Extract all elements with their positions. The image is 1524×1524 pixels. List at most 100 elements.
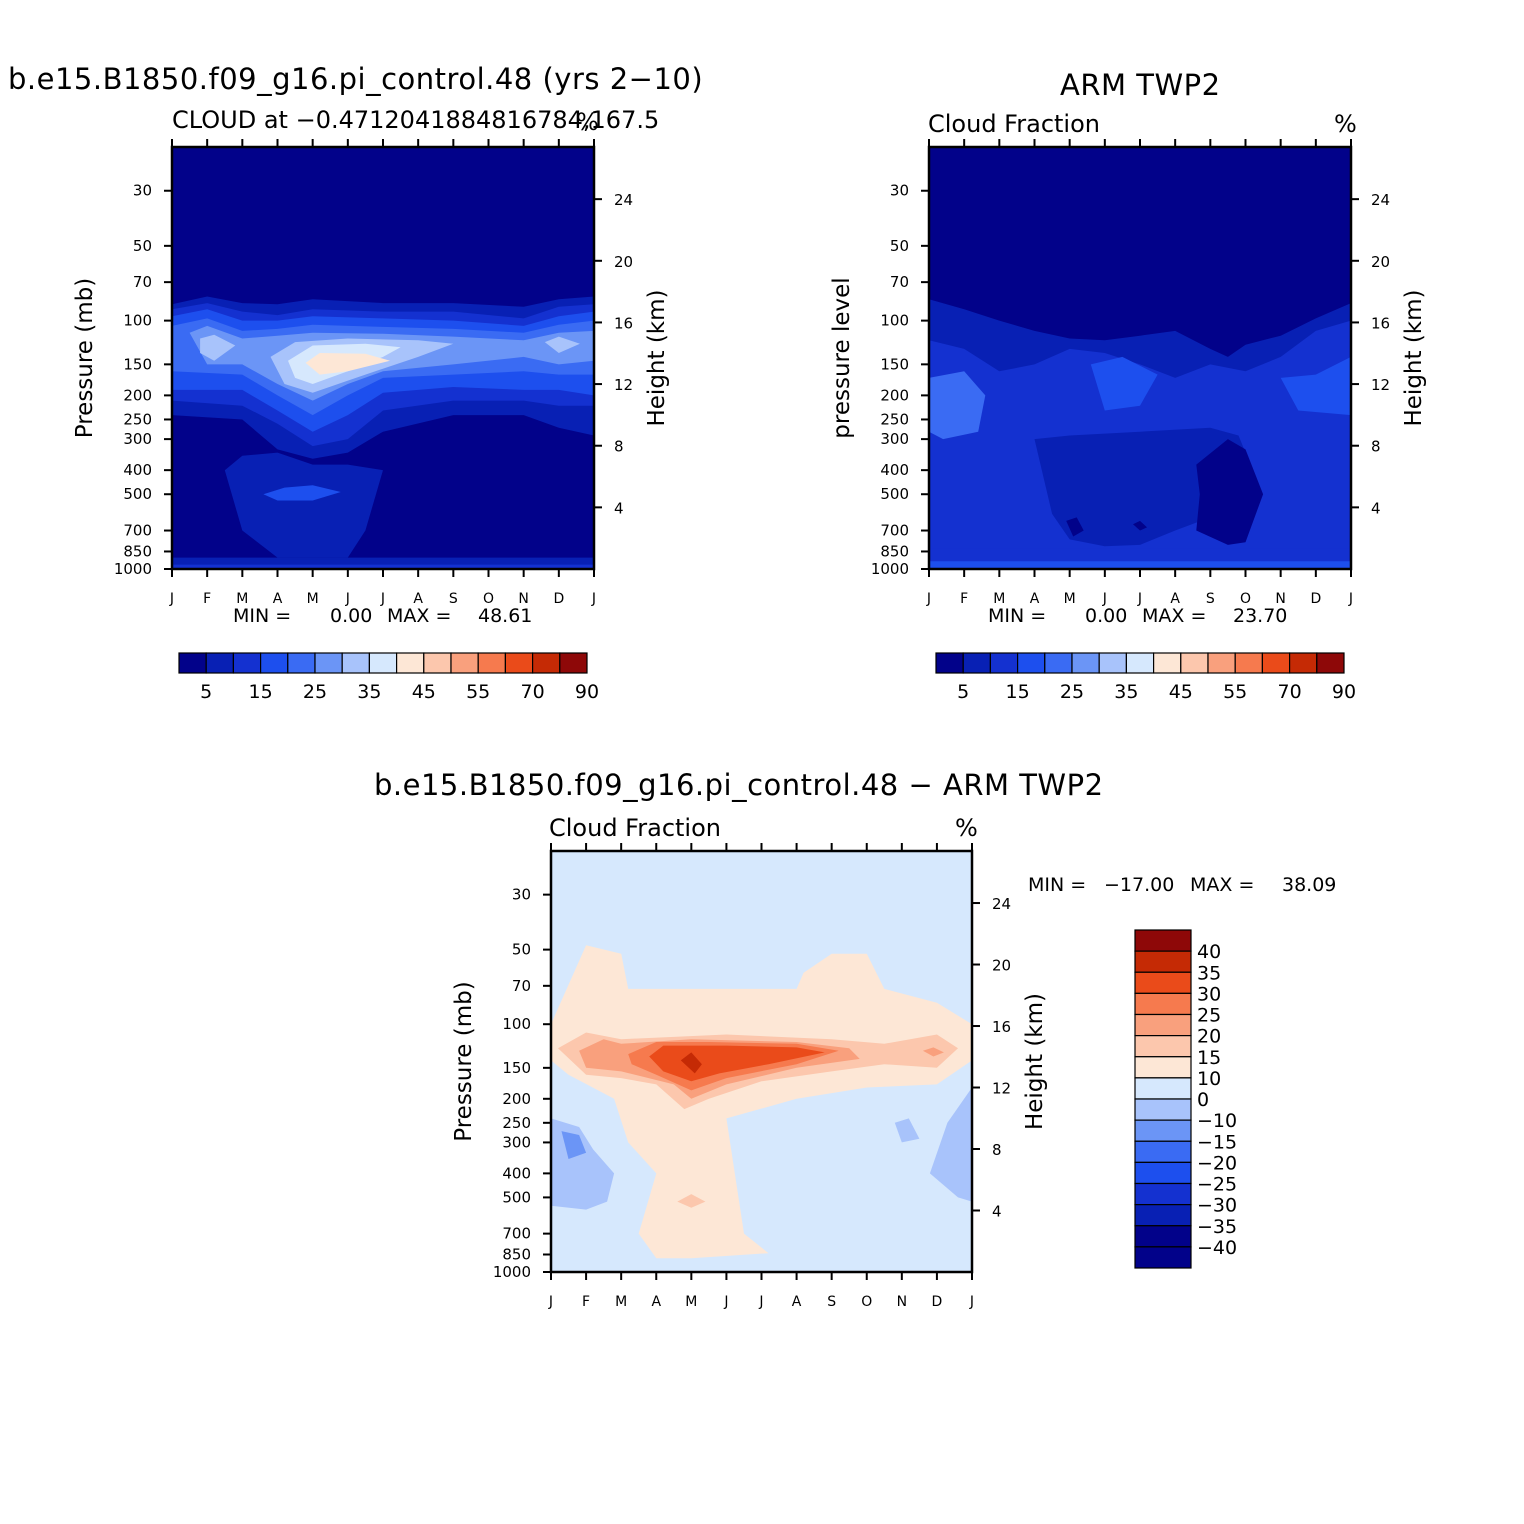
- panel3-y2tick-label: 4: [992, 1203, 1002, 1221]
- panel3-y2tick-label: 24: [992, 895, 1011, 913]
- panel3-colorbar-box: [1134, 1204, 1192, 1227]
- panel1-max-value: 48.61: [478, 605, 533, 627]
- panel1-colorbar-box: [396, 652, 425, 674]
- panel1-units: %: [576, 108, 599, 136]
- panel3-y2label: Height (km): [1022, 993, 1048, 1130]
- panel3-colorbar-box: [1134, 1225, 1192, 1248]
- panel1-colorbar-label: 15: [249, 681, 273, 703]
- panel3-units: %: [955, 814, 978, 842]
- panel2-contour-l4: [1090, 356, 1158, 411]
- panel3-colorbar-label: 40: [1197, 941, 1221, 963]
- panel3-colorbar-label: 15: [1197, 1047, 1221, 1069]
- panel1-colorbar-box: [260, 652, 289, 674]
- panel1-colorbar-box: [477, 652, 507, 674]
- panel2-xtick-label: S: [1206, 591, 1215, 607]
- panel2-xtick-label: A: [1030, 591, 1040, 607]
- panel2-xtick-label: J: [1348, 591, 1353, 607]
- panel1-ytick-label: 100: [123, 312, 152, 330]
- panel2-ytick-label: 150: [880, 355, 909, 373]
- panel3-colorbar-box: [1134, 992, 1192, 1016]
- panel2-ytick-label: 300: [880, 430, 909, 448]
- panel3-max-value: 38.09: [1282, 874, 1337, 896]
- panel3-xtick-label: O: [861, 1294, 872, 1310]
- panel1-y2tick-label: 4: [614, 499, 624, 517]
- panel3-xtick-label: J: [548, 1294, 553, 1310]
- panel1-y2tick-label: 16: [614, 314, 633, 332]
- panel1-contour-d: [544, 336, 580, 353]
- panel2-y2tick-label: 24: [1371, 191, 1390, 209]
- panel1-ytick-label: 300: [123, 430, 152, 448]
- panel3-colorbar-label: −10: [1197, 1110, 1237, 1132]
- panel2-xtick-label: M: [1064, 591, 1076, 607]
- panel3-variable-label: Cloud Fraction: [549, 814, 721, 842]
- panel2-ytick-label: 100: [880, 312, 909, 330]
- panel3-colorbar-label: −30: [1197, 1195, 1237, 1217]
- panel2-units: %: [1334, 110, 1357, 138]
- panel1-colorbar-box: [423, 652, 452, 674]
- panel1-ytick-label: 1000: [114, 560, 152, 578]
- panel2-colorbar-label: 45: [1169, 681, 1193, 703]
- panel1-ytick-label: 400: [123, 461, 152, 479]
- panel3-contours: [551, 851, 972, 1272]
- panel1-colorbar-label: 55: [466, 681, 490, 703]
- panel2-ytick-label: 700: [880, 522, 909, 540]
- panel1-colorbar-label: 35: [357, 681, 381, 703]
- panel1-xtick-label: J: [345, 591, 350, 607]
- panel1-colorbar-box: [450, 652, 479, 674]
- panel2-min-label: MIN =: [988, 605, 1047, 627]
- panel1-ytick-label: 500: [123, 485, 152, 503]
- panel2-xtick-label: J: [1102, 591, 1107, 607]
- panel2-colorbar-box: [1180, 652, 1209, 674]
- panel3-colorbar-label: −35: [1197, 1216, 1237, 1238]
- panel1-contour-l8: [305, 353, 390, 375]
- panel1-colorbar-box: [504, 652, 534, 674]
- panel1-ylabel: Pressure (mb): [72, 278, 98, 438]
- panel2-colorbar-box: [1207, 652, 1236, 674]
- panel3-colorbar-label: 25: [1197, 1005, 1221, 1027]
- panel2-title: ARM TWP2: [1060, 68, 1221, 102]
- panel1-colorbar-box: [368, 652, 398, 674]
- panel3-ytick-label: 500: [502, 1188, 531, 1206]
- panel3-ytick-label: 70: [512, 977, 531, 995]
- panel2-colorbar-box: [1316, 652, 1345, 674]
- panel2-ytick-label: 1000: [871, 560, 909, 578]
- panel1-xtick-label: A: [413, 591, 423, 607]
- panel3-colorbar-box: [1134, 950, 1192, 973]
- panel2-contour-l3: [929, 371, 986, 440]
- panel3-ytick-label: 700: [502, 1225, 531, 1243]
- panel3-colorbar-box: [1134, 1098, 1192, 1121]
- panel1-min-value: 0.00: [330, 605, 373, 627]
- panel1-min-label: MIN =: [233, 605, 292, 627]
- panel3-min-label: MIN =: [1028, 874, 1087, 896]
- panel2-colorbar-box: [1016, 652, 1046, 674]
- panel2-contour-l6: [1034, 427, 1246, 547]
- panel3-colorbar-box: [1134, 929, 1192, 952]
- panel2-colorbar-label: 90: [1332, 681, 1356, 703]
- panel3-contour-n3: [929, 1087, 972, 1202]
- panel2-ytick-label: 70: [890, 273, 909, 291]
- panel3-colorbar-box: [1134, 1056, 1192, 1079]
- panel1-y2label: Height (km): [644, 289, 670, 426]
- panel3-colorbar-box: [1134, 1182, 1192, 1206]
- panel2-max-value: 23.70: [1233, 605, 1288, 627]
- panel1-y2tick-label: 12: [614, 376, 633, 394]
- panel1-colorbar-box: [178, 652, 207, 674]
- panel1-colorbar-box: [559, 652, 588, 674]
- panel3-xtick-label: D: [932, 1294, 943, 1310]
- panel2-xtick-label: J: [1137, 591, 1142, 607]
- panel1-colorbar-box: [205, 652, 234, 674]
- panel3-colorbar-label: 35: [1197, 962, 1221, 984]
- panel3-max-label: MAX =: [1190, 874, 1255, 896]
- panel1-xtick-label: S: [449, 591, 458, 607]
- panel2-colorbar-box: [1152, 652, 1182, 674]
- panel2-contour-sfc2: [929, 561, 1351, 569]
- panel2-contour-l7: [1196, 439, 1264, 545]
- panel3-colorbar-label: 20: [1197, 1026, 1221, 1048]
- panel2-xtick-label: N: [1275, 591, 1285, 607]
- panel3-colorbar-label: 30: [1197, 983, 1221, 1005]
- panel3-colorbar-box: [1134, 1119, 1192, 1142]
- panel1-colorbar-label: 45: [412, 681, 436, 703]
- panel2-ytick-label: 200: [880, 386, 909, 404]
- panel1-colorbar-label: 25: [303, 681, 327, 703]
